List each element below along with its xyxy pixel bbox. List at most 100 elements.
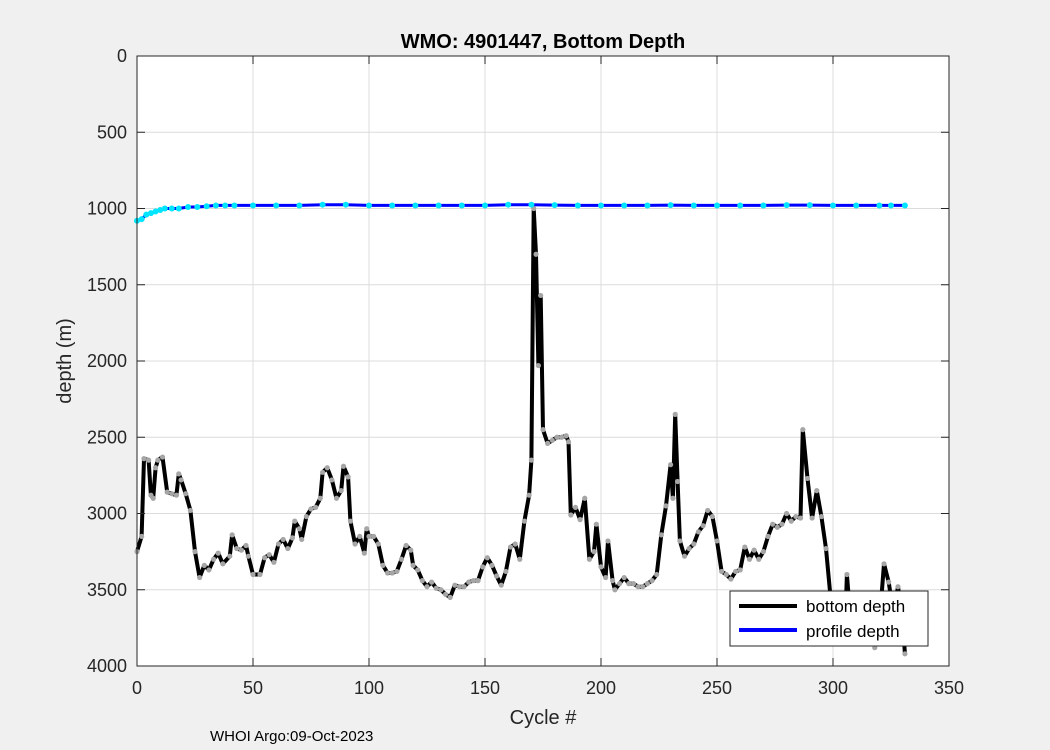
data-point-bottom-depth (572, 504, 579, 510)
data-point-profile-depth (152, 208, 159, 215)
ticks: 0 50 100 150 200 250 300 3500500100015002000250… (87, 46, 964, 698)
data-point-profile-depth (853, 202, 860, 209)
data-point-profile-depth (175, 205, 182, 212)
y-tick-label: 500 (97, 122, 127, 142)
data-point-bottom-depth (784, 510, 790, 517)
data-point-bottom-depth (540, 427, 546, 433)
data-point-bottom-depth (169, 491, 175, 497)
data-point-bottom-depth (375, 541, 381, 547)
data-point-profile-depth (714, 202, 720, 209)
data-point-bottom-depth (206, 567, 212, 573)
data-point-bottom-depth (630, 581, 637, 587)
data-point-bottom-depth (262, 555, 268, 561)
data-point-bottom-depth (535, 362, 541, 369)
y-tick-label: 2000 (87, 351, 127, 371)
data-point-bottom-depth (577, 517, 583, 523)
data-point-bottom-depth (324, 465, 330, 471)
data-point-bottom-depth (881, 561, 887, 567)
data-point-profile-depth (876, 202, 883, 209)
data-point-bottom-depth (674, 478, 681, 485)
data-point-bottom-depth (672, 411, 678, 417)
data-point-bottom-depth (419, 578, 425, 584)
data-point-bottom-depth (243, 542, 249, 549)
data-point-bottom-depth (549, 437, 555, 443)
data-point-bottom-depth (686, 545, 692, 552)
data-point-bottom-depth (285, 545, 291, 552)
y-tick-label: 4000 (87, 656, 127, 676)
data-point-bottom-depth (503, 568, 509, 575)
data-point-bottom-depth (649, 578, 655, 584)
legend-box (729, 590, 929, 647)
data-point-bottom-depth (364, 526, 370, 532)
data-point-bottom-depth (498, 582, 504, 588)
data-point-bottom-depth (152, 465, 159, 471)
data-point-bottom-depth (347, 518, 354, 524)
data-point-bottom-depth (338, 488, 344, 494)
data-point-profile-depth (667, 202, 674, 209)
data-point-profile-depth (901, 202, 908, 209)
data-point-profile-depth (147, 210, 154, 217)
data-point-bottom-depth (329, 477, 335, 483)
data-point-bottom-depth (345, 474, 351, 480)
data-point-bottom-depth (361, 550, 367, 556)
data-point-profile-depth (161, 205, 168, 212)
data-point-bottom-depth (902, 651, 908, 657)
data-point-bottom-depth (691, 541, 697, 547)
data-point-bottom-depth (563, 433, 569, 439)
data-point-bottom-depth (371, 533, 377, 539)
data-point-bottom-depth (296, 526, 302, 532)
data-point-bottom-depth (250, 571, 256, 578)
data-point-bottom-depth (658, 532, 664, 538)
data-point-bottom-depth (164, 489, 170, 495)
data-point-bottom-depth (475, 578, 481, 584)
y-tick-label: 3000 (87, 504, 127, 524)
data-point-bottom-depth (654, 571, 660, 578)
data-point-bottom-depth (192, 549, 198, 555)
data-point-bottom-depth (452, 582, 458, 588)
data-point-bottom-depth (389, 570, 395, 576)
y-tick-label: 1500 (87, 275, 127, 295)
x-tick-label: 250 (702, 678, 732, 698)
data-point-bottom-depth (521, 518, 528, 524)
data-point-bottom-depth (146, 457, 152, 463)
data-point-profile-depth (482, 202, 488, 209)
data-point-profile-depth (342, 201, 349, 208)
chart-title: WMO: 4901447, Bottom Depth (401, 31, 685, 53)
data-point-bottom-depth (429, 579, 435, 585)
data-point-bottom-depth (303, 513, 309, 520)
data-point-bottom-depth (317, 495, 323, 501)
data-point-bottom-depth (494, 573, 500, 579)
data-point-bottom-depth (723, 571, 729, 578)
series-layer (134, 201, 908, 657)
legend-label-profile-depth: profile depth (806, 622, 900, 641)
data-point-bottom-depth (545, 440, 551, 446)
data-point-bottom-depth (415, 567, 421, 573)
data-point-bottom-depth (533, 251, 539, 257)
data-point-bottom-depth (275, 541, 282, 547)
y-axis-label: depth (m) (54, 318, 76, 404)
data-point-bottom-depth (728, 576, 734, 582)
data-point-bottom-depth (774, 524, 780, 530)
data-point-profile-depth (505, 201, 512, 208)
data-point-profile-depth (366, 202, 372, 209)
x-tick-label: 300 (818, 678, 848, 698)
data-point-bottom-depth (340, 463, 347, 469)
data-point-bottom-depth (709, 513, 715, 520)
data-point-profile-depth (194, 203, 201, 210)
data-point-profile-depth (143, 211, 150, 218)
data-point-bottom-depth (746, 556, 753, 562)
data-point-profile-depth (185, 203, 192, 210)
x-tick-label: 100 (354, 678, 384, 698)
data-point-bottom-depth (150, 495, 156, 501)
data-point-profile-depth (231, 202, 238, 209)
data-point-bottom-depth (568, 512, 574, 518)
data-point-bottom-depth (187, 507, 193, 514)
data-point-profile-depth (157, 207, 164, 214)
data-point-bottom-depth (797, 515, 804, 521)
data-point-bottom-depth (823, 545, 829, 552)
data-point-bottom-depth (605, 538, 611, 544)
data-point-bottom-depth (215, 550, 221, 556)
data-point-bottom-depth (507, 544, 514, 550)
data-point-profile-depth (644, 202, 651, 209)
data-point-bottom-depth (591, 549, 597, 555)
